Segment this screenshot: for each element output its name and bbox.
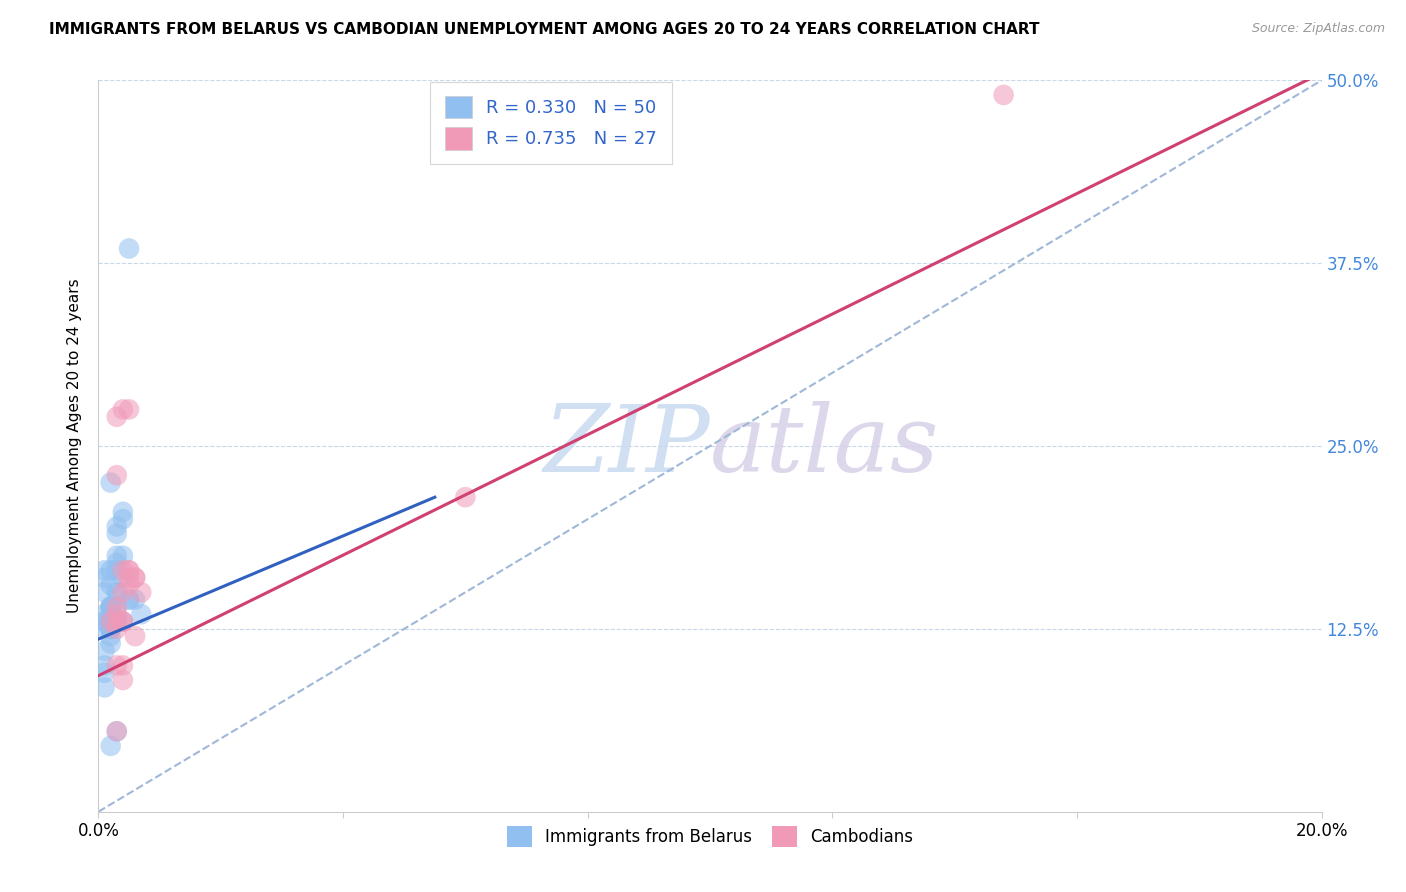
Point <box>105 615 128 629</box>
Point <box>111 673 134 687</box>
Point <box>124 571 146 585</box>
Point <box>93 563 115 577</box>
Point <box>105 585 128 599</box>
Legend: Immigrants from Belarus, Cambodians: Immigrants from Belarus, Cambodians <box>495 814 925 858</box>
Point <box>93 644 115 658</box>
Point <box>111 615 134 629</box>
Point <box>105 599 128 614</box>
Text: atlas: atlas <box>710 401 939 491</box>
Point <box>105 724 128 739</box>
Point <box>105 607 128 622</box>
Point <box>118 592 141 607</box>
Point <box>105 556 128 570</box>
Point <box>100 599 122 614</box>
Point <box>105 563 128 577</box>
Point <box>105 615 128 629</box>
Point <box>100 607 122 622</box>
Point <box>105 599 128 614</box>
Point <box>105 468 128 483</box>
Point <box>111 512 134 526</box>
Point <box>100 622 122 636</box>
Point <box>100 599 122 614</box>
Point <box>93 681 115 695</box>
Point <box>111 563 134 577</box>
Point <box>100 578 122 592</box>
Text: IMMIGRANTS FROM BELARUS VS CAMBODIAN UNEMPLOYMENT AMONG AGES 20 TO 24 YEARS CORR: IMMIGRANTS FROM BELARUS VS CAMBODIAN UNE… <box>49 22 1039 37</box>
Point <box>118 578 141 592</box>
Point <box>118 571 141 585</box>
Point <box>124 629 146 643</box>
Point <box>100 622 122 636</box>
Point <box>100 636 122 650</box>
Point <box>111 615 134 629</box>
Point <box>100 615 122 629</box>
Y-axis label: Unemployment Among Ages 20 to 24 years: Unemployment Among Ages 20 to 24 years <box>67 278 83 614</box>
Point <box>93 615 115 629</box>
Point <box>129 585 152 599</box>
Point <box>93 665 115 680</box>
Point <box>100 599 122 614</box>
Point <box>105 615 128 629</box>
Point <box>93 571 115 585</box>
Point <box>93 615 115 629</box>
Point <box>105 549 128 563</box>
Point <box>118 563 141 577</box>
Point <box>93 585 115 599</box>
Point <box>111 658 134 673</box>
Point <box>105 622 128 636</box>
Text: ZIP: ZIP <box>543 401 710 491</box>
Point <box>93 658 115 673</box>
Point <box>105 526 128 541</box>
Point <box>118 242 141 256</box>
Point <box>100 615 122 629</box>
Point <box>105 519 128 533</box>
Point <box>93 607 115 622</box>
Point <box>129 607 152 622</box>
Point <box>118 592 141 607</box>
Point <box>105 658 128 673</box>
Point <box>100 615 122 629</box>
Point <box>111 549 134 563</box>
Point <box>111 402 134 417</box>
Point <box>124 592 146 607</box>
Point <box>93 622 115 636</box>
Point <box>993 87 1015 102</box>
Point <box>454 490 477 504</box>
Point <box>124 571 146 585</box>
Point <box>100 615 122 629</box>
Point <box>100 475 122 490</box>
Point <box>111 585 134 599</box>
Point <box>100 563 122 577</box>
Point <box>100 739 122 753</box>
Point <box>100 622 122 636</box>
Point <box>118 402 141 417</box>
Point <box>118 563 141 577</box>
Point <box>105 585 128 599</box>
Point <box>105 409 128 424</box>
Point <box>100 615 122 629</box>
Point <box>111 615 134 629</box>
Point <box>105 724 128 739</box>
Point <box>100 599 122 614</box>
Point <box>111 505 134 519</box>
Point <box>100 629 122 643</box>
Point <box>111 571 134 585</box>
Text: Source: ZipAtlas.com: Source: ZipAtlas.com <box>1251 22 1385 36</box>
